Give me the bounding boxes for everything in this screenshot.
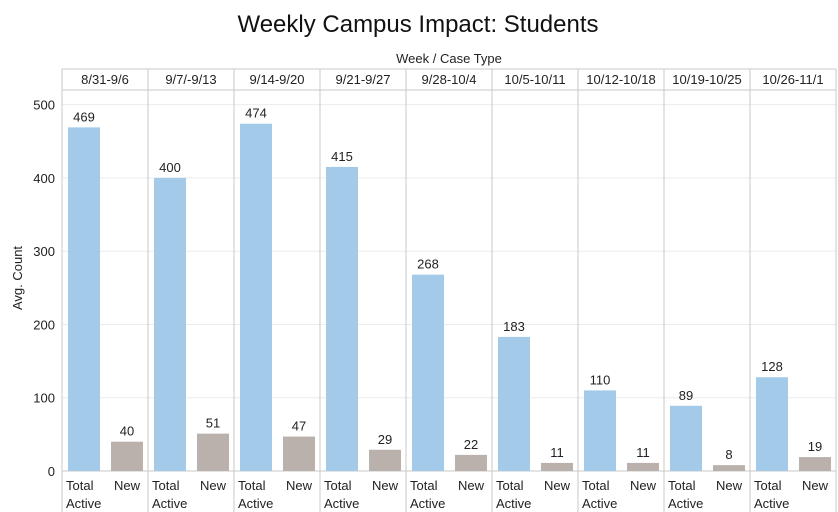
data-label: 40 xyxy=(120,424,134,439)
chart-title: Weekly Campus Impact: Students xyxy=(237,11,598,38)
x-tick-label: New xyxy=(630,478,657,493)
data-label: 128 xyxy=(761,359,783,374)
week-panel: 10/26-11/1 128 Total Active 19 New xyxy=(754,72,831,511)
x-tick-label: Active xyxy=(496,496,531,511)
y-tick-label: 300 xyxy=(33,244,55,259)
bar-new xyxy=(627,462,659,471)
x-tick-label: Total xyxy=(66,478,94,493)
data-label: 11 xyxy=(636,445,650,460)
y-tick-label: 100 xyxy=(33,391,55,406)
week-label: 9/7/-9/13 xyxy=(165,72,216,87)
data-label: 22 xyxy=(464,437,478,452)
week-panel: 9/21-9/27 415 Total Active 29 New xyxy=(324,72,401,511)
week-label: 9/14-9/20 xyxy=(250,72,305,87)
x-tick-label: Total xyxy=(238,478,266,493)
week-panel: 10/19-10/25 89 Total Active 8 New xyxy=(668,72,745,511)
column-header: Week / Case Type xyxy=(396,51,502,66)
x-tick-label: Active xyxy=(66,496,101,511)
bar-total-active xyxy=(756,377,788,471)
week-panel: 9/7/-9/13 400 Total Active 51 New xyxy=(152,72,229,511)
x-tick-label: Active xyxy=(582,496,617,511)
y-tick-label: 0 xyxy=(48,464,55,479)
gridlines xyxy=(62,104,836,399)
bar-new xyxy=(369,449,401,471)
data-label: 474 xyxy=(245,106,267,121)
week-label: 10/5-10/11 xyxy=(504,72,565,87)
x-tick-label: New xyxy=(286,478,313,493)
x-tick-label: New xyxy=(372,478,399,493)
bar-new xyxy=(197,433,229,471)
y-tick-label: 400 xyxy=(33,171,55,186)
data-label: 183 xyxy=(503,319,525,334)
bar-new xyxy=(111,441,143,471)
bar-total-active xyxy=(584,390,616,471)
data-label: 47 xyxy=(292,419,306,434)
x-tick-label: New xyxy=(458,478,485,493)
bar-total-active xyxy=(154,177,186,471)
x-tick-label: New xyxy=(544,478,571,493)
y-tick-label: 200 xyxy=(33,317,55,332)
week-panel: 10/12-10/18 110 Total Active 11 New xyxy=(582,72,659,511)
data-label: 415 xyxy=(331,149,353,164)
y-axis-label: Avg. Count xyxy=(10,246,25,310)
week-label: 10/26-11/1 xyxy=(762,72,823,87)
bar-new xyxy=(283,436,315,471)
data-label: 400 xyxy=(159,160,181,175)
bar-new xyxy=(713,465,745,471)
x-tick-label: Total xyxy=(668,478,696,493)
data-label: 268 xyxy=(417,257,439,272)
week-label: 9/21-9/27 xyxy=(336,72,391,87)
data-label: 469 xyxy=(73,109,95,124)
bar-total-active xyxy=(68,127,100,471)
bar-total-active xyxy=(326,166,358,472)
x-tick-label: New xyxy=(200,478,227,493)
y-axis: 0 100 200 300 400 500 xyxy=(33,98,55,479)
week-panel: 8/31-9/6 469 Total Active 40 New xyxy=(66,72,143,511)
bar-total-active xyxy=(498,336,530,471)
x-tick-label: Active xyxy=(754,496,789,511)
bar-total-active xyxy=(412,274,444,471)
x-tick-label: Total xyxy=(496,478,524,493)
x-tick-label: Active xyxy=(324,496,359,511)
week-panel: 9/28-10/4 268 Total Active 22 New xyxy=(410,72,487,511)
bar-total-active xyxy=(240,123,272,471)
week-label: 9/28-10/4 xyxy=(422,72,477,87)
data-label: 89 xyxy=(679,388,693,403)
x-tick-label: New xyxy=(716,478,743,493)
x-tick-label: Total xyxy=(582,478,610,493)
week-panel: 9/14-9/20 474 Total Active 47 New xyxy=(238,72,315,511)
x-tick-label: Total xyxy=(754,478,782,493)
x-tick-label: Active xyxy=(238,496,273,511)
x-tick-label: Active xyxy=(410,496,445,511)
week-panels: 8/31-9/6 469 Total Active 40 New 9/7/-9/13 400 T… xyxy=(61,68,837,512)
bar-total-active xyxy=(670,405,702,471)
week-label: 10/19-10/25 xyxy=(672,72,741,87)
bar-new xyxy=(455,454,487,471)
x-tick-label: Total xyxy=(152,478,180,493)
data-label: 8 xyxy=(725,447,732,462)
x-tick-label: Active xyxy=(152,496,187,511)
data-label: 19 xyxy=(808,439,822,454)
week-label: 8/31-9/6 xyxy=(81,72,129,87)
x-tick-label: Total xyxy=(324,478,352,493)
bar-new xyxy=(541,462,573,471)
x-tick-label: New xyxy=(114,478,141,493)
x-tick-label: Total xyxy=(410,478,438,493)
data-label: 11 xyxy=(550,445,564,460)
data-label: 29 xyxy=(378,432,392,447)
data-label: 51 xyxy=(206,416,220,431)
x-tick-label: New xyxy=(802,478,829,493)
y-tick-label: 500 xyxy=(33,98,55,113)
week-label: 10/12-10/18 xyxy=(586,72,655,87)
bar-new xyxy=(799,457,831,471)
week-panel: 10/5-10/11 183 Total Active 11 New xyxy=(496,72,573,511)
x-tick-label: Active xyxy=(668,496,703,511)
data-label: 110 xyxy=(590,372,611,387)
